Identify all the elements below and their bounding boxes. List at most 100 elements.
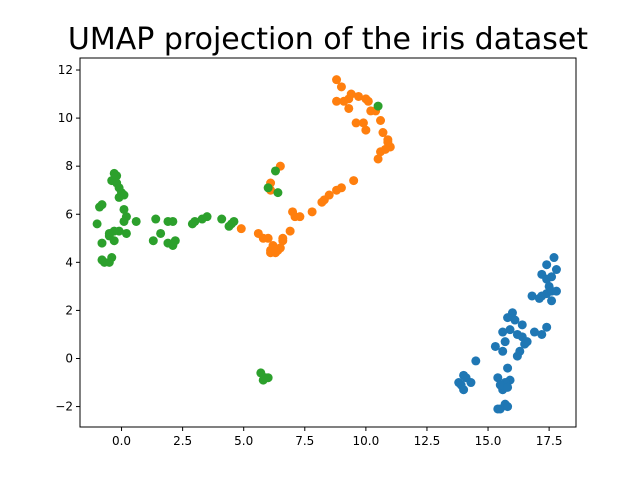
scatter-point: [156, 228, 166, 238]
scatter-point: [344, 103, 354, 113]
scatter-point: [493, 373, 503, 383]
scatter-point: [373, 154, 383, 164]
scatter-point: [285, 226, 295, 236]
scatter-point: [361, 125, 371, 135]
scatter-point: [517, 320, 527, 330]
scatter-point: [547, 296, 557, 306]
scatter-point: [170, 236, 180, 246]
scatter-point: [119, 216, 129, 226]
scatter-point: [332, 75, 342, 85]
x-tick-label: 7.5: [295, 434, 314, 448]
y-tick-label: 12: [58, 63, 73, 77]
scatter-point: [351, 118, 361, 128]
scatter-point: [202, 212, 212, 222]
scatter-point: [119, 204, 129, 214]
scatter-point: [466, 378, 476, 388]
y-tick-label: 6: [65, 207, 73, 221]
scatter-point: [263, 183, 273, 193]
scatter-point: [503, 363, 513, 373]
scatter-point: [547, 272, 557, 282]
scatter-point: [376, 116, 386, 125]
x-tick-label: 12.5: [414, 434, 441, 448]
scatter-point: [459, 385, 469, 395]
scatter-point: [307, 207, 317, 217]
plot-frame: [79, 57, 577, 428]
scatter-point: [217, 214, 227, 224]
scatter-point: [363, 96, 373, 106]
scatter-point: [503, 313, 513, 323]
scatter-point: [270, 166, 280, 176]
scatter-point: [503, 402, 513, 412]
scatter-point: [537, 329, 547, 339]
scatter-point: [236, 224, 246, 234]
scatter-point: [273, 188, 283, 198]
scatter-point: [471, 356, 481, 366]
scatter-point: [168, 216, 178, 226]
scatter-point: [498, 346, 508, 356]
x-tick-label: 17.5: [536, 434, 563, 448]
scatter-point: [498, 327, 508, 337]
scatter-point: [119, 190, 129, 200]
scatter-point: [332, 96, 342, 106]
scatter-point: [346, 89, 356, 99]
scatter-point: [95, 202, 105, 212]
scatter-point: [490, 341, 500, 351]
scatter-point: [107, 253, 117, 263]
scatter-point: [383, 137, 393, 147]
scatter-point: [339, 96, 349, 106]
scatter-point: [380, 144, 390, 154]
scatter-point: [121, 228, 131, 238]
x-tick-label: 15.0: [475, 434, 502, 448]
scatter-point: [527, 291, 537, 301]
scatter-point: [542, 260, 552, 270]
y-tick-label: 10: [58, 111, 73, 125]
scatter-point: [336, 82, 346, 92]
scatter-point: [522, 337, 532, 347]
y-tick-label: 8: [65, 159, 73, 173]
x-axis: 0.0 2.5 5.0 7.5 10.0 12.5 15.0 17.5: [112, 427, 562, 448]
scatter-point: [505, 325, 515, 335]
scatter-point: [500, 337, 510, 347]
x-tick-label: 5.0: [234, 434, 253, 448]
scatter-point: [510, 315, 520, 325]
scatter-point: [190, 216, 200, 226]
scatter-point: [114, 226, 124, 236]
x-tick-label: 10.0: [353, 434, 380, 448]
scatter-point: [148, 236, 158, 246]
y-tick-label: −2: [55, 400, 73, 414]
y-tick-label: 4: [65, 255, 73, 269]
scatter-point: [332, 185, 342, 195]
scatter-point: [268, 243, 278, 253]
chart-title: UMAP projection of the iris dataset: [68, 22, 588, 57]
scatter-point: [549, 253, 559, 263]
y-axis: −2 0 2 4 6 8 10 12: [55, 63, 80, 414]
scatter-point: [263, 373, 273, 383]
scatter-point: [495, 380, 505, 390]
scatter-point: [317, 197, 327, 207]
x-tick-label: 2.5: [173, 434, 192, 448]
scatter-point: [373, 101, 383, 111]
y-tick-label: 2: [65, 303, 73, 317]
scatter-point: [358, 118, 368, 128]
scatter-point: [92, 219, 102, 229]
scatter-point: [551, 265, 561, 275]
scatter-point: [263, 233, 273, 243]
scatter-point: [295, 212, 305, 222]
x-tick-label: 0.0: [112, 434, 131, 448]
scatter-point: [151, 214, 161, 224]
y-tick-label: 0: [65, 351, 73, 365]
scatter-point: [537, 291, 547, 301]
scatter-point: [503, 382, 513, 392]
scatter-point: [529, 327, 539, 337]
scatter-point: [109, 236, 119, 246]
scatter-point: [278, 233, 288, 243]
scatter-point: [354, 91, 364, 101]
scatter-point: [551, 286, 561, 296]
data-points: [92, 75, 561, 414]
scatter-point: [512, 351, 522, 361]
scatter-point: [97, 238, 107, 248]
scatter-point: [349, 176, 359, 186]
scatter-point: [224, 221, 234, 231]
